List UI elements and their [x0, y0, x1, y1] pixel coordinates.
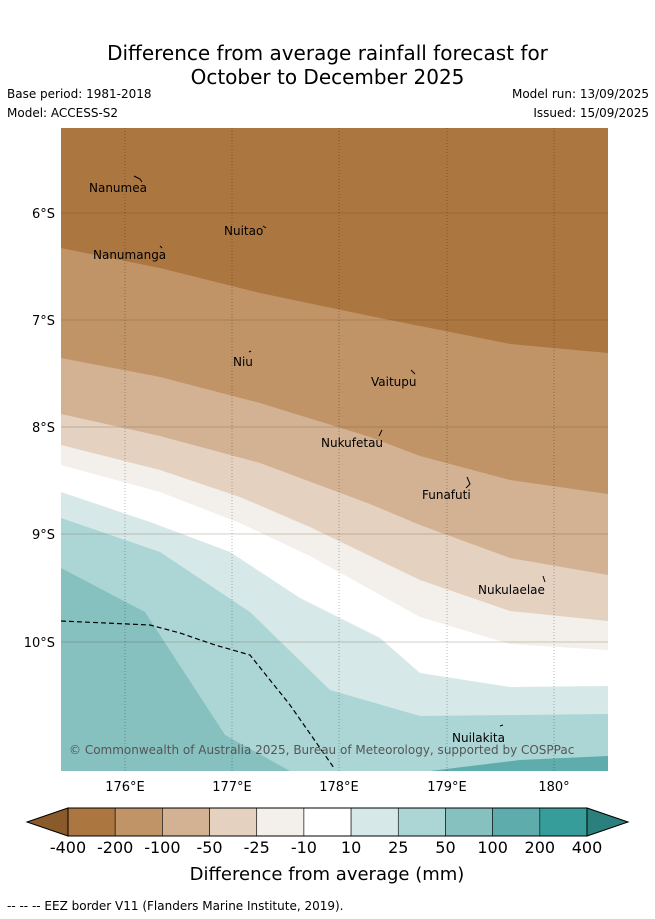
colorbar-tick-label: -50 [196, 838, 222, 857]
colorbar-outline [67, 807, 588, 837]
lon-tick-180: 180° [538, 780, 569, 795]
colorbar-title: Difference from average (mm) [190, 864, 465, 885]
colorbar-tick-label: 50 [435, 838, 455, 857]
model-run: Model run: 13/09/2025 [511, 87, 649, 101]
colorbar-segment [67, 807, 116, 837]
colorbar-segment [162, 807, 210, 837]
place-nanumea: Nanumea [89, 181, 147, 195]
colorbar-tick-label: 100 [477, 838, 508, 857]
eez-border [61, 620, 335, 769]
lat-tick-10s: 10°S [24, 636, 55, 651]
eez-footnote: -- -- -- EEZ border V11 (Flanders Marine… [7, 899, 344, 913]
map-title-line1: Difference from average rainfall forecas… [107, 41, 548, 65]
colorbar-tick-label: 25 [388, 838, 408, 857]
colorbar-tick-label: 10 [341, 838, 361, 857]
place-nukufetau: Nukufetau [321, 436, 383, 450]
issued-date: Issued: 15/09/2025 [533, 106, 649, 120]
place-vaitupu: Vaitupu [371, 375, 417, 389]
contour-fill: Nanumea Nuitao Nanumanga Niu Vaitupu Nuk… [61, 128, 608, 771]
colorbar-tick-label: -400 [50, 838, 86, 857]
colorbar-segment [303, 807, 352, 837]
island-shapes [133, 175, 546, 727]
colorbar-segment [350, 807, 399, 837]
lon-tick-179e: 179°E [427, 780, 467, 795]
colorbar-tick-label: -25 [244, 838, 270, 857]
place-nuitao: Nuitao [224, 224, 263, 238]
place-funafuti: Funafuti [422, 488, 471, 502]
colorbar-segment [256, 807, 305, 837]
colorbar-segment [114, 807, 163, 837]
colorbar: -400 -200 -100 -50 -25 -10 10 25 50 100 200 400 Dif… [25, 807, 630, 885]
lat-tick-6s: 6°S [32, 207, 55, 222]
place-nukulaelae: Nukulaelae [478, 583, 545, 597]
colorbar-extend-high [586, 807, 630, 837]
map-title-line2: October to December 2025 [190, 65, 465, 89]
colorbar-tick-label: 200 [525, 838, 556, 857]
lon-tick-178e: 178°E [319, 780, 359, 795]
model-name: Model: ACCESS-S2 [7, 106, 119, 120]
colorbar-segment [397, 807, 446, 837]
colorbar-tick-label: -100 [144, 838, 180, 857]
lat-tick-9s: 9°S [32, 528, 55, 543]
place-nanumanga: Nanumanga [93, 248, 166, 262]
lon-tick-177e: 177°E [212, 780, 252, 795]
lat-tick-7s: 7°S [32, 314, 55, 329]
colorbar-extend-low [25, 807, 69, 837]
place-niu: Niu [233, 355, 253, 369]
colorbar-tick-label: -10 [291, 838, 317, 857]
copyright-notice: © Commonwealth of Australia 2025, Bureau… [69, 743, 574, 757]
base-period: Base period: 1981-2018 [7, 87, 152, 101]
lat-tick-8s: 8°S [32, 421, 55, 436]
place-nuilakita: Nuilakita [452, 731, 505, 745]
colorbar-segment [445, 807, 493, 837]
colorbar-tick-label: 400 [572, 838, 603, 857]
lon-tick-176e: 176°E [105, 780, 145, 795]
colorbar-segment [209, 807, 258, 837]
colorbar-segment [492, 807, 541, 837]
colorbar-segment [539, 807, 588, 837]
colorbar-tick-label: -200 [97, 838, 133, 857]
